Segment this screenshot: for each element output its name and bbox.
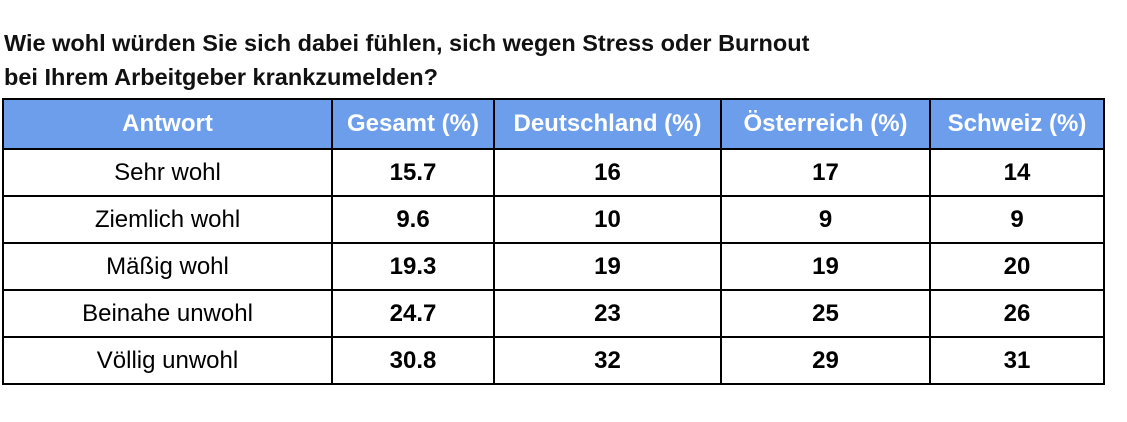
table-row: Beinahe unwohl 24.7 23 25 26	[2, 289, 1105, 338]
title: Wie wohl würden Sie sich dabei fühlen, s…	[4, 26, 809, 94]
data-table: Antwort Gesamt (%) Deutschland (%) Österrei…	[2, 98, 1105, 385]
cell-value: 19.3	[331, 242, 495, 291]
table-row: Mäßig wohl 19.3 19 19 20	[2, 242, 1105, 291]
title-line: Wie wohl würden Sie sich dabei fühlen, s…	[4, 30, 810, 56]
cell-value: 19	[720, 242, 931, 291]
title-line: bei Ihrem Arbeitgeber krankzumelden?	[4, 64, 438, 90]
row-label: Beinahe unwohl	[2, 289, 333, 338]
cell-value: 9	[929, 195, 1105, 244]
cell-value: 32	[493, 336, 722, 385]
table-row: Völlig unwohl 30.8 32 29 31	[2, 336, 1105, 385]
row-label: Mäßig wohl	[2, 242, 333, 291]
cell-value: 15.7	[331, 148, 495, 197]
cell-value: 26	[929, 289, 1105, 338]
column-header: Deutschland (%)	[493, 98, 722, 150]
cell-value: 9.6	[331, 195, 495, 244]
column-header: Antwort	[2, 98, 333, 150]
row-label: Sehr wohl	[2, 148, 333, 197]
cell-value: 10	[493, 195, 722, 244]
cell-value: 19	[493, 242, 722, 291]
cell-value: 24.7	[331, 289, 495, 338]
cell-value: 20	[929, 242, 1105, 291]
cell-value: 9	[720, 195, 931, 244]
table-row: Ziemlich wohl 9.6 10 9 9	[2, 195, 1105, 244]
cell-value: 17	[720, 148, 931, 197]
column-header: Gesamt (%)	[331, 98, 495, 150]
table-row: Sehr wohl 15.7 16 17 14	[2, 148, 1105, 197]
column-header: Österreich (%)	[720, 98, 931, 150]
cell-value: 16	[493, 148, 722, 197]
header-row: Antwort Gesamt (%) Deutschland (%) Österrei…	[2, 98, 1105, 150]
table-body: Sehr wohl 15.7 16 17 14 Ziemlich wohl 9.6 10 9 9 M…	[2, 148, 1105, 385]
cell-value: 31	[929, 336, 1105, 385]
cell-value: 23	[493, 289, 722, 338]
row-label: Völlig unwohl	[2, 336, 333, 385]
cell-value: 29	[720, 336, 931, 385]
column-header: Schweiz (%)	[929, 98, 1105, 150]
row-label: Ziemlich wohl	[2, 195, 333, 244]
cell-value: 25	[720, 289, 931, 338]
cell-value: 14	[929, 148, 1105, 197]
cell-value: 30.8	[331, 336, 495, 385]
